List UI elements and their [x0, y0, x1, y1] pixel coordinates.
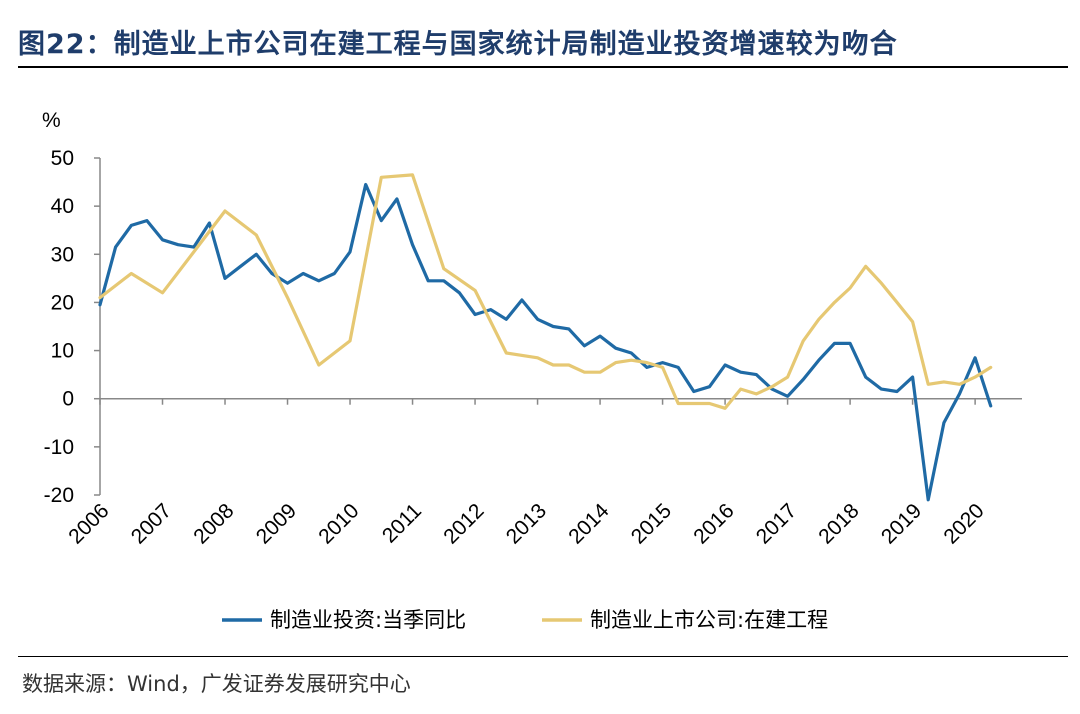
x-tick-label: 2013 [502, 499, 551, 548]
x-tick-label: 2016 [689, 499, 738, 548]
x-axis: 2006 2007 2008 2009 2010 2011 2012 2013 2014 2015… [64, 397, 1022, 549]
y-tick-label: -20 [44, 484, 74, 507]
y-tick-label: 40 [51, 195, 74, 218]
y-tick-label: 0 [62, 388, 74, 411]
x-tick-label: 2011 [378, 499, 426, 547]
y-tick-label: 10 [51, 340, 74, 363]
x-tick-label: 2007 [127, 499, 176, 548]
legend-label: 制造业上市公司:在建工程 [590, 608, 828, 632]
legend: 制造业投资:当季同比 制造业上市公司:在建工程 [222, 608, 828, 632]
y-tick-label: -10 [44, 436, 74, 459]
x-tick-label: 2020 [939, 499, 988, 548]
series-line-listed-construction [98, 173, 993, 410]
legend-label: 制造业投资:当季同比 [270, 608, 466, 632]
x-tick-label: 2015 [627, 499, 676, 548]
x-tick-label: 2017 [752, 499, 801, 548]
title-rule [18, 66, 1068, 68]
x-tick-label: 2012 [439, 499, 488, 548]
x-tick-label: 2008 [189, 499, 238, 548]
series-line-manufacturing-investment [98, 182, 993, 502]
x-tick-label: 2019 [877, 499, 926, 548]
y-tick-label: 30 [51, 243, 74, 266]
series-lines [98, 173, 993, 502]
x-tick-label: 2018 [814, 499, 863, 548]
source-note: 数据来源：Wind，广发证券发展研究中心 [22, 672, 411, 696]
x-tick-label: 2009 [252, 499, 301, 548]
y-axis: 50 40 30 20 10 0 -10 -20 [44, 147, 101, 507]
y-tick-label: 20 [51, 291, 74, 314]
x-tick-label: 2014 [564, 499, 614, 549]
x-tick-label: 2010 [314, 499, 363, 548]
figure-title: 图22：制造业上市公司在建工程与国家统计局制造业投资增速较为吻合 [18, 29, 898, 60]
y-tick-label: 50 [51, 147, 74, 170]
footer-rule [18, 656, 1068, 657]
y-axis-unit-label: % [42, 109, 61, 132]
